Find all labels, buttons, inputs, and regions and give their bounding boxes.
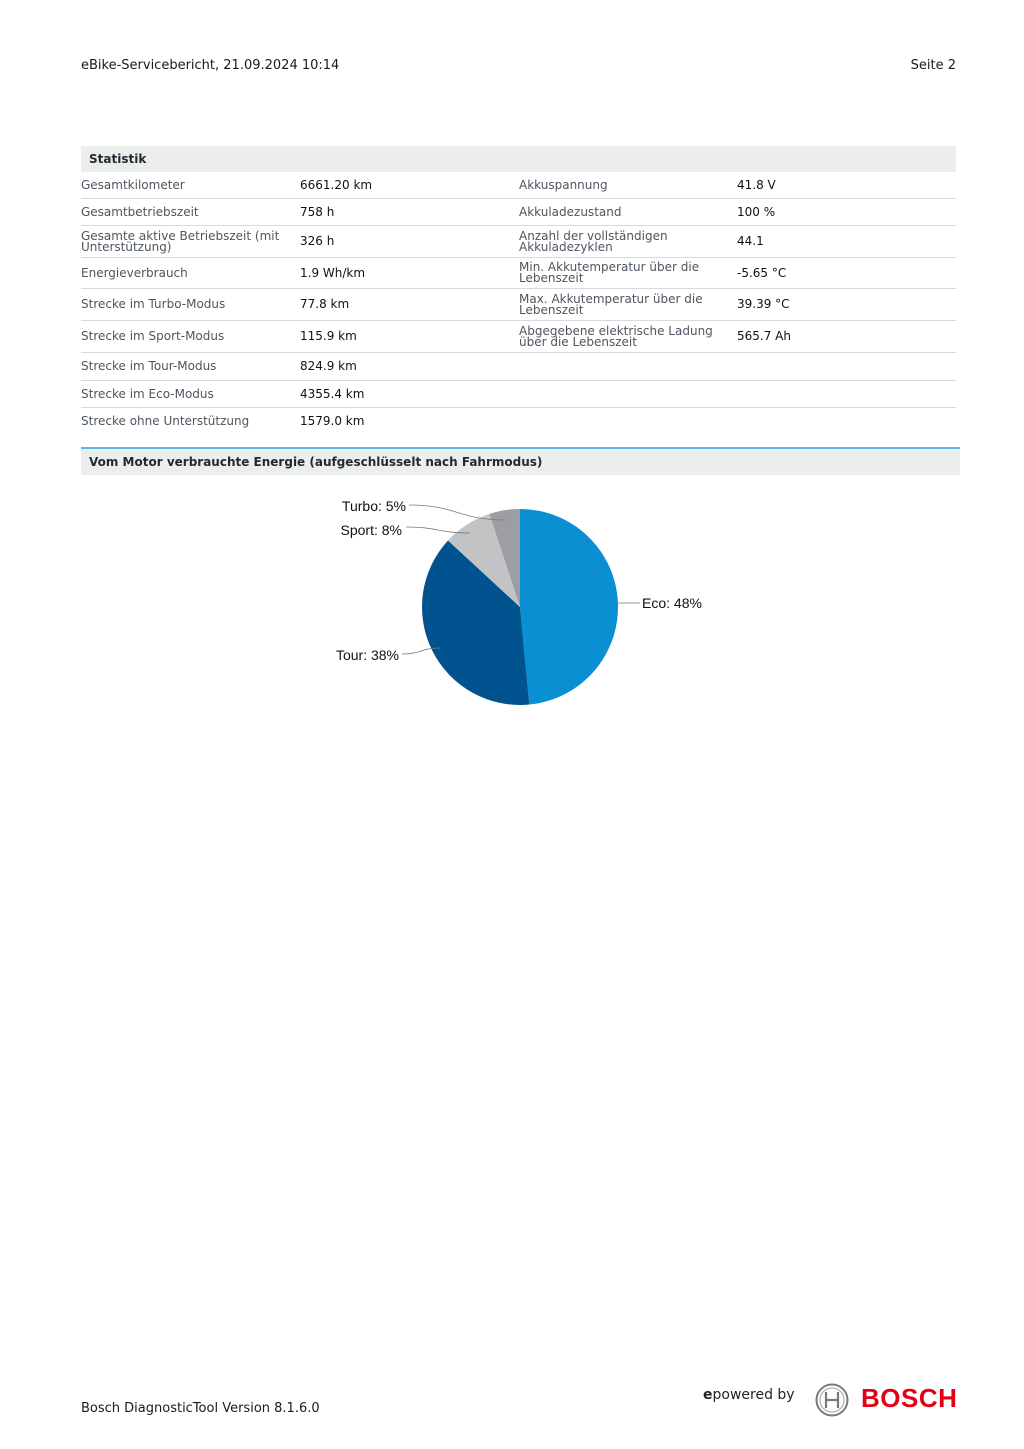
stat-value: 4355.4 km	[300, 386, 365, 401]
stat-label: Strecke im Sport-Modus	[81, 329, 225, 343]
stat-label: Energieverbrauch	[81, 265, 188, 280]
table-row: Strecke im Tour-Modus 824.9 km	[81, 353, 956, 381]
table-row: Strecke im Sport-Modus 115.9 km Abgegebene…	[81, 321, 956, 353]
page-number: Seite 2	[910, 58, 956, 73]
statistics-title: Statistik	[81, 146, 956, 172]
pie-label-tour: Tour: 38%	[336, 647, 399, 663]
table-row: Energieverbrauch 1.9 Wh/km Min. Akkutemper…	[81, 258, 956, 289]
bosch-armature-logo	[815, 1383, 849, 1417]
energy-pie-chart: Eco: 48% Tour: 38% Sport: 8% Turbo: 5%	[336, 498, 702, 705]
stat-label: Abgegebene elektrische Ladung über die L…	[519, 323, 713, 349]
stat-value: 824.9 km	[300, 359, 357, 373]
pie-slice-turbo	[489, 509, 520, 607]
stat-value: 1579.0 km	[300, 414, 365, 428]
table-row: Strecke ohne Unterstützung 1579.0 km	[81, 408, 956, 435]
stat-value: 6661.20 km	[300, 177, 373, 192]
stat-label: Gesamte aktive Betriebszeit (mit Unterst…	[81, 228, 280, 254]
energy-chart-section: Vom Motor verbrauchte Energie (aufgeschl…	[81, 447, 960, 475]
stat-label: Gesamtbetriebszeit	[81, 204, 199, 219]
stat-value: 115.9 km	[300, 329, 357, 343]
powered-rest: powered by	[712, 1387, 795, 1403]
stat-label: Gesamtkilometer	[81, 177, 185, 192]
pie-label-sport: Sport: 8%	[341, 522, 402, 538]
energy-chart-title: Vom Motor verbrauchte Energie (aufgeschl…	[81, 447, 960, 475]
stat-label: Strecke im Turbo-Modus	[81, 297, 226, 311]
stat-label: Akkuspannung	[519, 177, 608, 192]
stat-label: Akkuladezustand	[519, 204, 622, 219]
stat-value: 326 h	[300, 234, 335, 248]
table-row: Gesamtbetriebszeit 758 h Akkuladezustand 10…	[81, 199, 956, 226]
stat-value: 565.7 Ah	[737, 329, 791, 343]
pie-leader-line-tour	[401, 647, 441, 655]
stat-label: Strecke im Eco-Modus	[81, 386, 214, 401]
stat-label: Max. Akkutemperatur über die Lebenszeit	[519, 291, 703, 317]
stat-value: 77.8 km	[300, 297, 350, 311]
powered-by-text: epowered by	[703, 1387, 795, 1403]
stat-value: 100 %	[737, 204, 776, 219]
stat-value: 1.9 Wh/km	[300, 265, 366, 280]
bosch-brand-logo: BOSCH	[861, 1383, 958, 1413]
powered-e: e	[703, 1387, 713, 1403]
stat-value: 758 h	[300, 204, 335, 219]
stat-label: Min. Akkutemperatur über die Lebenszeit	[519, 260, 700, 285]
table-row: Gesamte aktive Betriebszeit (mit Unterst…	[81, 226, 956, 258]
stat-value: 44.1	[737, 234, 764, 248]
stat-label: Strecke im Tour-Modus	[81, 359, 217, 373]
table-row: Strecke im Turbo-Modus 77.8 km Max. Akkute…	[81, 289, 956, 321]
stat-label: Strecke ohne Unterstützung	[81, 414, 250, 428]
pie-label-eco: Eco: 48%	[642, 595, 702, 611]
pie-slice-tour	[422, 540, 530, 705]
table-row: Gesamtkilometer 6661.20 km Akkuspannung 41.…	[81, 172, 956, 199]
pie-slice-sport	[448, 513, 520, 607]
pie-slice-eco	[520, 509, 619, 705]
pie-leader-line-sport	[405, 526, 471, 534]
statistics-section: Statistik Gesamtkilometer 6661.20 km Akkus…	[81, 146, 956, 435]
stat-value: -5.65 °C	[737, 265, 787, 280]
footer-version: Bosch DiagnosticTool Version 8.1.6.0	[81, 1401, 320, 1416]
report-title: eBike-Servicebericht, 21.09.2024 10:14	[81, 58, 340, 73]
pie-label-turbo: Turbo: 5%	[342, 498, 406, 514]
statistics-table: Gesamtkilometer 6661.20 km Akkuspannung 41.…	[81, 172, 956, 435]
table-row: Strecke im Eco-Modus 4355.4 km	[81, 381, 956, 408]
pie-leader-line-turbo	[408, 504, 507, 521]
page-header: eBike-Servicebericht, 21.09.2024 10:14 S…	[81, 58, 956, 76]
stat-label: Anzahl der vollständigen Akkuladezyklen	[519, 228, 668, 254]
stat-value: 41.8 V	[737, 177, 776, 192]
stat-value: 39.39 °C	[737, 297, 790, 311]
